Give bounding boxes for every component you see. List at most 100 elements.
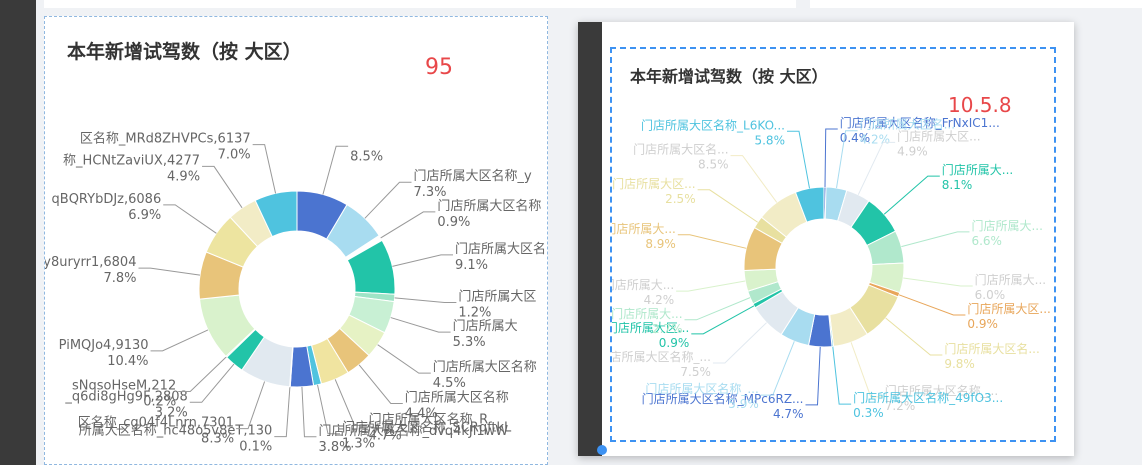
leader-line: [898, 294, 966, 316]
leader-line: [364, 181, 412, 219]
leader-line: [786, 130, 810, 189]
slice-percent-label: 3.8%: [318, 440, 351, 455]
leader-line: [380, 211, 436, 239]
leader-line: [697, 189, 758, 223]
slice-label: qBQRYbDJz,6086: [52, 192, 162, 207]
leader-line: [684, 297, 751, 321]
slice-percent-label: 0.9%: [437, 215, 470, 230]
leader-line: [836, 130, 858, 189]
leader-line: [202, 165, 243, 209]
slice-label: 门店所属大区名称_49fO3...: [853, 390, 1003, 405]
leader-line: [903, 277, 973, 287]
slice-percent-label: 7.5%: [680, 365, 711, 379]
leader-line: [760, 341, 795, 396]
chart-title: 本年新增试驾数（按 大区）: [67, 41, 302, 63]
slice-label: 门店所属大区: [458, 289, 536, 304]
slice-label: 门店所属大区名...: [944, 341, 1039, 356]
slice-percent-label: 7.8%: [103, 271, 136, 286]
slice-label: 门店所属大...: [942, 162, 1013, 177]
leader-line: [252, 144, 277, 194]
slice-label: 区名称_MRd8ZHVPCs,6137: [80, 131, 251, 147]
slice-label: 门店所属大区名称_...: [645, 381, 758, 396]
leader-line: [317, 384, 340, 435]
leader-line: [901, 231, 970, 248]
slice-label: 门店所属大...: [611, 306, 682, 321]
resize-handle[interactable]: [597, 445, 607, 455]
selected-panel-handle[interactable]: [578, 22, 602, 456]
slice-label: 门店所属大...: [610, 221, 676, 236]
leader-line: [334, 379, 367, 426]
leader-line: [138, 267, 201, 276]
top-panel-edge: [44, 0, 796, 8]
slice-label: 门店所属大区名称_...: [610, 349, 711, 364]
leader-line: [885, 317, 943, 356]
slice-percent-label: 4.2%: [860, 133, 891, 147]
slice-percent-label: 8.5%: [698, 158, 729, 172]
slice-percent-label: 4.7%: [773, 407, 804, 421]
slice-label: 称_HCNtZaviUX,4277: [63, 153, 200, 168]
top-panel-edge-right: [810, 0, 1142, 8]
slice-percent-label: 0.2%: [143, 394, 176, 409]
leader-line: [390, 317, 451, 333]
leader-line: [150, 329, 209, 352]
chart-panel-left[interactable]: 本年新增试驾数（按 大区） 95 8.5% 门店所属大区名称_y 7.3% 门店所属大…: [44, 16, 548, 465]
slice-label: 门店所属大区名称_...: [885, 383, 998, 398]
slice-label: sNqsoHseM,212: [72, 378, 176, 393]
slice-percent-label: 7.0%: [218, 148, 251, 163]
slice-percent-label: 5.9%: [728, 397, 759, 411]
donut-chart-left: 8.5%门店所属大区名称_y7.3%门店所属大区名称0.9%门店所属大区名9.1…: [44, 131, 546, 455]
slice-label: 门店所属大区...: [612, 176, 695, 191]
slice-percent-label: 1.3%: [342, 437, 375, 452]
slice-label: 门店所属大: [453, 319, 518, 334]
slice-percent-label: 6.9%: [128, 208, 161, 223]
slice-label: 门店所属大区名: [455, 241, 546, 257]
leader-line: [691, 305, 755, 335]
slice-label: 门店所属大...: [610, 277, 674, 292]
chart-value-label: 95: [425, 55, 453, 80]
pie-slice[interactable]: [254, 190, 298, 238]
leader-line: [301, 386, 317, 438]
slice-label: PiMQJo4,9130: [59, 338, 149, 353]
slice-percent-label: 4.9%: [897, 144, 928, 158]
leader-line: [850, 342, 883, 398]
leader-line: [274, 386, 291, 438]
leader-line: [824, 128, 838, 188]
leader-line: [322, 145, 349, 195]
slice-percent-label: 8.5%: [350, 149, 383, 164]
slice-label: 所属大区名称_hc48o5v8eT,130: [79, 423, 273, 439]
slice-percent-label: 7.3%: [413, 185, 446, 200]
chart-panel-right[interactable]: 本年新增试驾数（按 大区） 10.5.8 门店所属大区名称_FrNxIC1...…: [610, 47, 1056, 442]
slice-percent-label: 0.1%: [239, 440, 272, 455]
slice-percent-label: 8.1%: [942, 178, 973, 192]
slice-label: 门店所属大...: [975, 272, 1046, 287]
slice-label: 门店所属大区名称: [437, 198, 541, 214]
slice-percent-label: 0.9%: [659, 336, 690, 350]
leader-line: [189, 363, 235, 403]
leader-line: [676, 280, 746, 292]
slice-percent-label: 4.4%: [405, 406, 438, 421]
leader-line: [805, 346, 821, 406]
leader-line: [677, 234, 747, 249]
slice-percent-label: 2.5%: [665, 192, 696, 206]
slice-percent-label: 9.8%: [944, 357, 975, 371]
slice-percent-label: 4.9%: [167, 169, 200, 184]
slice-label: 门店所属大区名称: [405, 389, 509, 405]
pie-slice[interactable]: [794, 186, 825, 223]
panel-toolbar: [790, 22, 1050, 38]
leader-line: [712, 322, 767, 364]
slice-percent-label: 6.6%: [971, 234, 1002, 248]
donut-chart-right: 门店所属大区名称_FrNxIC1...0.4%门店所属大区名...4.2% 门店所…: [610, 115, 1051, 421]
slice-label: 门店所属大区...: [897, 128, 980, 143]
slice-percent-label: 4.2%: [644, 293, 675, 307]
slice-label: 区名称_cg04f4Lnrn,7301: [78, 415, 234, 431]
leader-line: [163, 204, 217, 234]
slice-label: 门店所属大区名称_MPc6RZ...: [642, 391, 804, 406]
chart-value-label: 10.5.8: [948, 93, 1012, 117]
slice-label: 门店所属大区名...: [633, 142, 728, 157]
slice-label: py8uryrr1,6804: [44, 255, 136, 270]
slice-label: 门店所属大区名称_dvq4kJl1wW: [318, 423, 508, 439]
slice-label: 门店所属大区名称_SCRqftkL: [342, 420, 512, 436]
slice-percent-label: 8.3%: [201, 432, 234, 447]
slice-percent-label: 8.9%: [645, 237, 676, 251]
slice-percent-label: 5.3%: [453, 335, 486, 350]
